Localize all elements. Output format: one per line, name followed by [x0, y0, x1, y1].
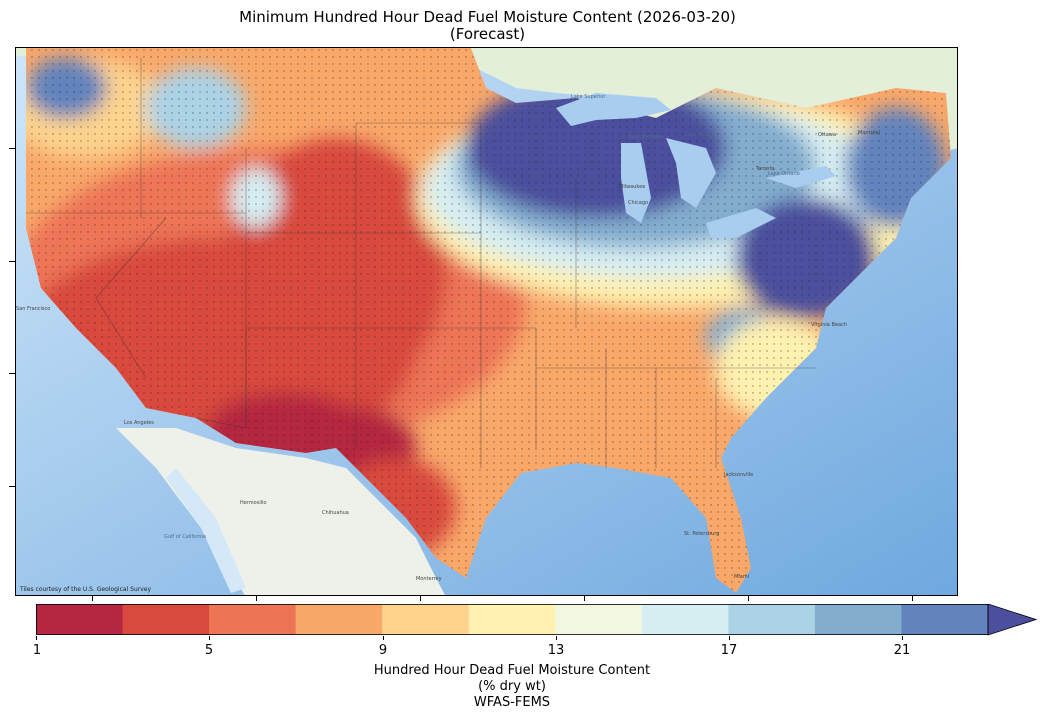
miami-label: Miami	[734, 574, 749, 580]
colorbar-segment	[382, 604, 470, 635]
colorbar-segment	[468, 604, 556, 635]
colorbar-svg	[36, 603, 1038, 636]
colorbar-source: WFAS-FEMS	[473, 695, 551, 710]
ottawa-label: Ottawa	[818, 132, 836, 138]
colorbar-segment	[901, 604, 989, 635]
colorbar-segment	[295, 604, 383, 635]
colorbar-tick-label: 21	[893, 643, 911, 658]
state-boundaries	[26, 58, 816, 468]
colorbar-segment	[814, 604, 902, 635]
lake-superior-label: Lake Superior	[571, 94, 606, 100]
hermosillo-label: Hermosillo	[240, 500, 267, 506]
colorbar-tick-label: 9	[378, 643, 388, 658]
monterrey-label: Monterrey	[416, 576, 442, 582]
chihuahua-label: Chihuahua	[322, 510, 349, 516]
y-axis-tick	[9, 261, 15, 262]
toronto-label: Toronto	[755, 166, 774, 172]
gulf-of-california-label: Gulf of California	[164, 534, 206, 540]
colorbar-segment	[36, 604, 124, 635]
y-axis-tick	[9, 148, 15, 149]
lake-ontario-label: Lake Ontario	[768, 171, 800, 177]
colorbar-tick-label: 17	[720, 643, 738, 658]
tile-attribution: Tiles courtesy of the U.S. Geological Su…	[20, 586, 152, 593]
colorbar-tickmark	[556, 636, 557, 640]
colorbar-tickmark	[902, 636, 903, 640]
colorbar-segment	[555, 604, 643, 635]
colorbar-tickmark	[729, 636, 730, 640]
x-axis-tick	[584, 596, 585, 601]
colorbar-label: Hundred Hour Dead Fuel Moisture Content	[373, 663, 651, 678]
colorbar-extend-arrow	[987, 603, 1038, 636]
map-canvas: Gulf of California Hermosillo Chihuahua …	[16, 48, 957, 595]
colorbar-segment	[122, 604, 210, 635]
colorbar-segment	[209, 604, 297, 635]
chicago-label: Chicago	[628, 200, 648, 206]
x-axis-tick	[748, 596, 749, 601]
san-francisco-label: San Francisco	[16, 306, 50, 312]
colorbar-frame	[36, 604, 989, 635]
colorbar-tick-label: 1	[32, 643, 42, 658]
map-subtitle: (Forecast)	[449, 25, 526, 43]
x-axis-tick	[256, 596, 257, 601]
tampa-label: St. Petersburg	[684, 531, 719, 537]
y-axis-tick	[9, 486, 15, 487]
lake-michigan-label: Lake Michigan	[628, 134, 664, 140]
x-axis-tick	[92, 596, 93, 601]
lake-huron-label: Lake Huron	[684, 132, 712, 138]
map-title: Minimum Hundred Hour Dead Fuel Moisture …	[239, 8, 736, 26]
fuel-moisture-map: Gulf of California Hermosillo Chihuahua …	[15, 47, 958, 596]
x-axis-tick	[420, 596, 421, 601]
colorbar-tick-label: 5	[204, 643, 214, 658]
colorbar	[36, 603, 1038, 636]
colorbar-tickmark	[209, 636, 210, 640]
jacksonville-label: Jacksonville	[723, 472, 753, 478]
colorbar-segment	[641, 604, 729, 635]
colorbar-tick-label: 13	[547, 643, 565, 658]
colorbar-units: (% dry wt)	[478, 679, 546, 694]
virginia-beach-label: Virginia Beach	[811, 322, 847, 328]
colorbar-segment	[728, 604, 816, 635]
gulf-of-california-water	[166, 468, 246, 593]
colorbar-tickmark	[383, 636, 384, 640]
los-angeles-label: Los Angeles	[124, 420, 154, 426]
montreal-label: Montréal	[858, 129, 880, 136]
mexico-land	[116, 428, 445, 595]
x-axis-tick	[912, 596, 913, 601]
milwaukee-label: Milwaukee	[619, 184, 645, 190]
y-axis-tick	[9, 373, 15, 374]
great-lakes	[556, 93, 836, 238]
colorbar-tickmark	[36, 636, 37, 640]
